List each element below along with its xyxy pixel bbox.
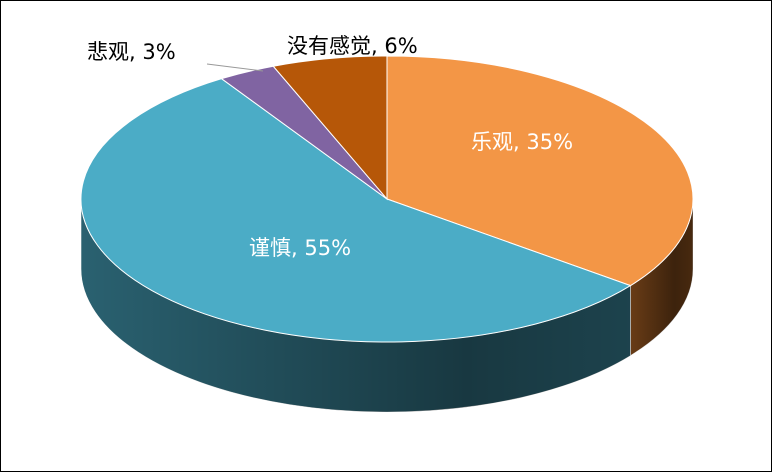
slice-label-cautious: 谨慎, 55%	[249, 236, 351, 260]
slice-label-pessimistic: 悲观, 3%	[87, 40, 176, 64]
slice-label-optimistic: 乐观, 35%	[471, 130, 573, 154]
slice-label-no-feeling: 没有感觉, 6%	[287, 34, 418, 58]
slice-side-cautious	[81, 199, 631, 412]
slice-cautious	[80, 78, 632, 343]
slice-optimistic	[386, 55, 694, 287]
slice-side-optimistic	[630, 199, 693, 356]
leader-line-pessimistic	[206, 63, 264, 72]
slice-no-feeling	[272, 55, 388, 201]
